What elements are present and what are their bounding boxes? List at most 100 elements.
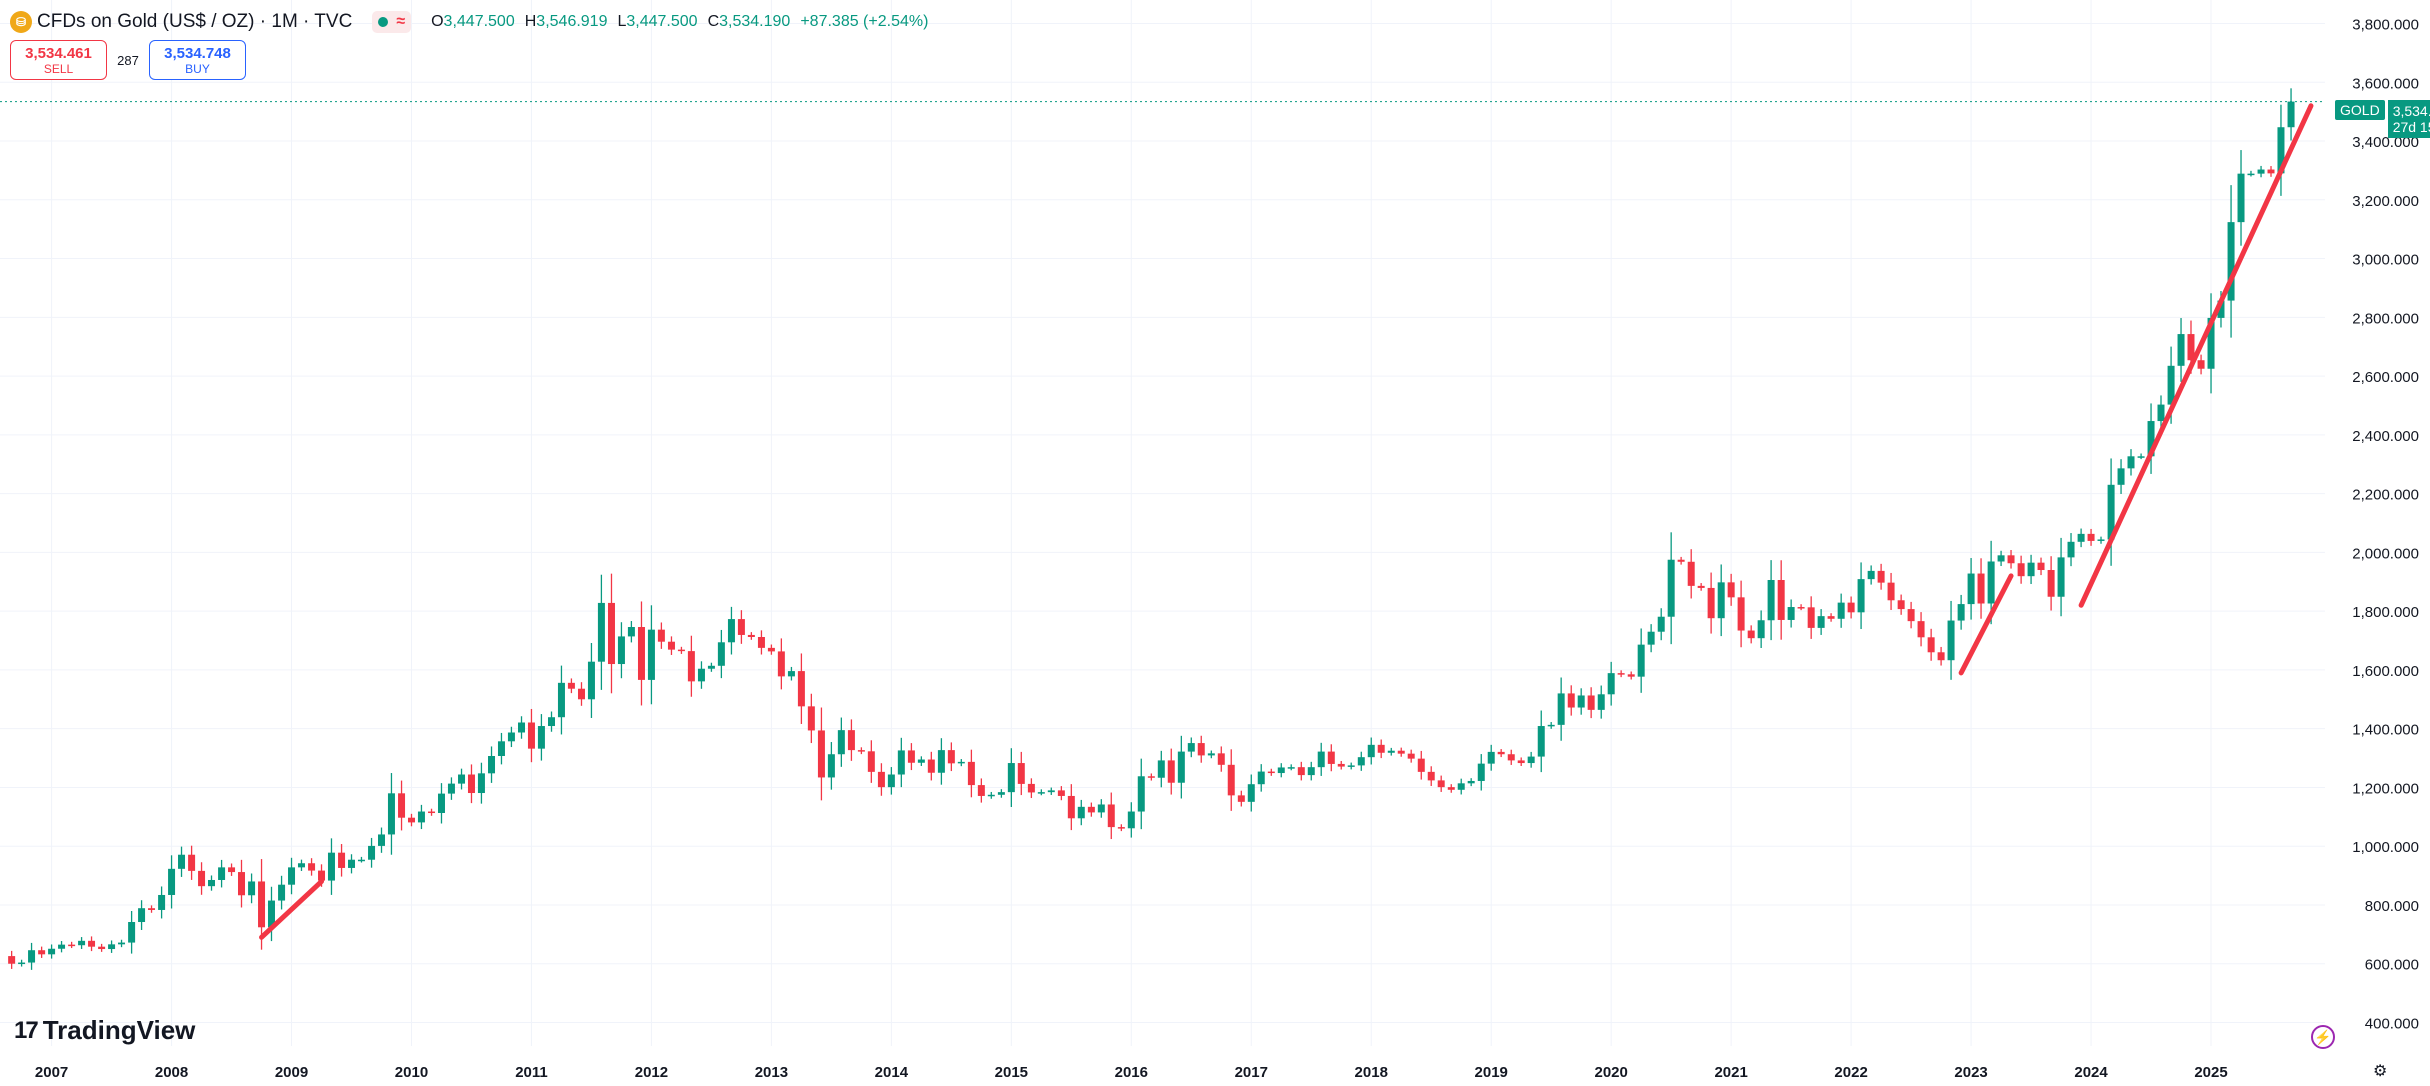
candle-body: [18, 962, 26, 965]
candle-body: [2177, 334, 2185, 366]
price-tick-label: 1,600.000: [2352, 663, 2419, 680]
candle-body: [1467, 780, 1475, 784]
candle-body: [1487, 751, 1495, 764]
price-tick-label: 1,200.000: [2352, 780, 2419, 797]
candle-body: [318, 870, 326, 881]
candle-body: [1287, 767, 1295, 769]
candle-body: [1837, 602, 1845, 619]
candle-body: [1457, 783, 1465, 790]
candle-body: [1937, 652, 1945, 661]
candle-body: [1897, 600, 1905, 610]
candle-body: [1087, 806, 1095, 813]
candle-body: [1857, 579, 1865, 613]
candle-body: [288, 867, 296, 885]
candle-body: [158, 894, 166, 910]
buy-button[interactable]: 3,534.748 BUY: [149, 40, 246, 80]
candle-body: [1427, 771, 1435, 781]
candle-body: [378, 834, 386, 846]
candle-body: [518, 722, 526, 733]
candle-body: [188, 854, 196, 871]
candle-body: [1337, 763, 1345, 767]
time-tick-label: 2021: [1714, 1064, 1747, 1081]
candle-body: [1367, 744, 1375, 758]
candle-body: [258, 881, 266, 928]
candle-body: [887, 774, 895, 788]
price-tick-label: 2,000.000: [2352, 545, 2419, 562]
chart-title[interactable]: CFDs on Gold (US$ / OZ) · 1M · TVC: [37, 11, 353, 32]
candle-body: [637, 627, 645, 680]
candle-body: [1587, 695, 1595, 710]
candle-body: [1107, 804, 1115, 828]
time-tick-label: 2007: [35, 1064, 68, 1081]
tradingview-logo[interactable]: 17 TradingView: [14, 1015, 195, 1046]
candle-body: [348, 859, 356, 868]
time-tick-label: 2022: [1834, 1064, 1867, 1081]
candle-body: [817, 730, 825, 778]
price-tick-label: 1,800.000: [2352, 604, 2419, 621]
price-tick-label: 3,600.000: [2352, 75, 2419, 92]
price-tick-label: 3,200.000: [2352, 193, 2419, 210]
candle-body: [1847, 602, 1855, 613]
candle-body: [1147, 776, 1155, 778]
candle-body: [1927, 637, 1935, 653]
candle-body: [237, 872, 245, 896]
trade-panel: 3,534.461 SELL 287 3,534.748 BUY: [10, 40, 246, 80]
candle-body: [1877, 570, 1885, 583]
candle-body: [267, 900, 275, 928]
candle-body: [2197, 360, 2205, 369]
price-tick-label: 1,400.000: [2352, 722, 2419, 739]
candle-body: [1767, 580, 1775, 621]
time-tick-label: 2008: [155, 1064, 188, 1081]
candle-body: [1357, 757, 1365, 766]
candle-body: [2057, 557, 2065, 597]
candle-body: [128, 922, 136, 943]
candle-body: [1727, 582, 1735, 598]
candle-body: [627, 627, 635, 637]
sell-price: 3,534.461: [25, 44, 92, 62]
time-tick-label: 2017: [1235, 1064, 1268, 1081]
candle-body: [2027, 562, 2035, 577]
ohlc-close: C3,534.190: [707, 13, 791, 30]
buy-price: 3,534.748: [164, 44, 231, 62]
candle-body: [2147, 421, 2155, 457]
candle-body: [747, 634, 755, 638]
price-axis: 400.000 600.000 800.000 1,000.000 1,200.000 1…: [2352, 17, 2419, 1033]
candle-body: [1497, 751, 1505, 755]
lightning-bolt-icon[interactable]: ⚡: [2311, 1025, 2335, 1049]
market-status-badge[interactable]: ≈: [372, 11, 412, 33]
candle-body: [717, 642, 725, 666]
candle-body: [2077, 533, 2085, 542]
candle-body: [1697, 585, 1705, 588]
candle-body: [1057, 790, 1065, 796]
chart-grid: [0, 0, 2325, 1046]
time-tick-label: 2014: [875, 1064, 909, 1081]
candle-body: [987, 794, 995, 797]
time-tick-label: 2010: [395, 1064, 428, 1081]
candle-body: [1217, 753, 1225, 765]
candle-body: [1027, 783, 1035, 793]
candle-body: [1997, 555, 2005, 562]
candle-body: [1617, 673, 1625, 675]
candle-body: [577, 688, 585, 700]
candle-body: [2127, 456, 2135, 469]
candle-body: [1777, 580, 1785, 620]
candles: [8, 88, 2295, 970]
logo-text: TradingView: [42, 1015, 196, 1045]
time-tick-label: 2024: [2074, 1064, 2108, 1081]
settings-gear-icon[interactable]: ⚙: [2373, 1063, 2388, 1080]
candle-body: [2167, 365, 2175, 405]
candle-body: [1907, 609, 1915, 622]
candle-body: [677, 649, 685, 652]
candle-body: [1807, 607, 1815, 628]
candle-body: [777, 651, 785, 677]
candle-body: [437, 793, 445, 814]
candle-body: [727, 619, 735, 643]
candle-body: [1797, 607, 1805, 609]
time-tick-label: 2018: [1355, 1064, 1388, 1081]
candle-body: [1957, 604, 1965, 621]
gold-coin-icon[interactable]: ⛁: [10, 11, 32, 33]
sell-button[interactable]: 3,534.461 SELL: [10, 40, 107, 80]
candle-body: [737, 619, 745, 635]
candle-body: [2157, 404, 2165, 422]
